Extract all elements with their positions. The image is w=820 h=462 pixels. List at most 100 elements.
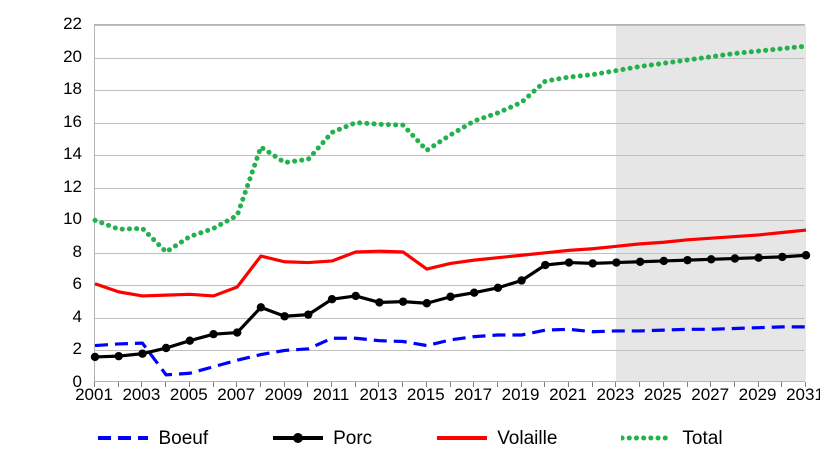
gridline: [95, 155, 804, 156]
legend-item-porc[interactable]: Porc: [272, 429, 372, 448]
series-marker-porc: [161, 343, 171, 353]
x-tick-label: 2007: [217, 385, 256, 404]
legend-item-total[interactable]: Total: [621, 427, 723, 449]
series-marker-porc: [754, 253, 763, 262]
x-tick-mark: [165, 382, 166, 387]
series-marker-porc: [635, 257, 645, 266]
x-tick-mark: [568, 382, 569, 387]
y-tick-label: 16: [63, 112, 82, 131]
x-tick-mark: [141, 382, 142, 387]
gridline: [95, 253, 804, 254]
series-marker-porc: [327, 295, 337, 304]
legend-swatch-volaille: [437, 436, 488, 440]
x-tick-mark: [331, 382, 332, 387]
x-tick-label: 2003: [122, 385, 161, 404]
x-tick-mark: [521, 382, 522, 387]
gridline: [95, 25, 804, 26]
series-marker-porc: [564, 258, 574, 267]
x-tick-mark: [497, 382, 498, 387]
x-axis-tick-labels: 2001 2003 2005 2007 2009 2011 2013 2015 2017 2019…: [0, 386, 820, 410]
legend-swatch-boeuf: [98, 436, 149, 440]
x-tick-mark: [544, 382, 545, 387]
forecast-shaded-region: [616, 25, 806, 381]
x-tick-mark: [615, 382, 616, 387]
legend-label: Porc: [333, 427, 373, 449]
gridline: [95, 350, 804, 351]
x-tick-label: 2005: [169, 385, 208, 404]
x-tick-label: 2023: [596, 385, 635, 404]
series-marker-porc: [422, 299, 431, 308]
series-marker-porc: [778, 252, 787, 262]
y-axis-tick-labels: 0 2 4 6 8 10 12 14 16 18 20 22: [0, 15, 90, 390]
y-tick-label: 18: [63, 79, 82, 98]
series-marker-porc: [541, 260, 550, 270]
y-tick-label: 12: [63, 177, 82, 196]
x-tick-label: 2017: [454, 385, 493, 404]
x-tick-label: 2031: [786, 385, 820, 404]
legend-swatch-porc: [273, 433, 324, 443]
legend-swatch-total: [621, 435, 674, 441]
chart-legend: Boeuf Porc Volaille Total: [0, 418, 820, 458]
x-tick-mark: [307, 382, 308, 387]
series-marker-porc: [612, 258, 621, 267]
series-marker-porc: [138, 349, 147, 358]
x-tick-label: 2029: [738, 385, 777, 404]
x-tick-label: 2027: [691, 385, 730, 404]
series-marker-porc: [446, 292, 455, 301]
x-tick-mark: [284, 382, 285, 387]
x-tick-mark: [687, 382, 688, 387]
x-tick-mark: [355, 382, 356, 387]
x-tick-mark: [663, 382, 664, 387]
x-tick-mark: [639, 382, 640, 387]
y-tick-label: 8: [72, 242, 82, 261]
series-marker-porc: [801, 251, 811, 260]
legend-item-boeuf[interactable]: Boeuf: [97, 429, 208, 448]
plot-area: [90, 24, 811, 382]
x-tick-mark: [450, 382, 451, 387]
gridline: [95, 318, 804, 319]
x-tick-label: 2013: [359, 385, 398, 404]
legend-label: Boeuf: [158, 427, 209, 449]
series-marker-porc: [114, 351, 123, 361]
x-tick-mark: [94, 382, 95, 387]
series-marker-porc: [351, 291, 360, 301]
legend-label: Volaille: [497, 427, 558, 449]
x-tick-mark: [805, 382, 806, 387]
series-marker-porc: [209, 329, 218, 339]
gridline: [95, 285, 804, 286]
x-tick-label: 2001: [75, 385, 113, 404]
x-tick-mark: [213, 382, 214, 387]
x-tick-label: 2021: [549, 385, 587, 404]
data-series-layer: [90, 43, 811, 377]
y-tick-label: 22: [63, 14, 82, 33]
y-tick-label: 20: [63, 47, 82, 66]
series-marker-porc: [304, 310, 313, 319]
series-marker-porc: [233, 328, 242, 337]
legend-item-volaille[interactable]: Volaille: [436, 429, 557, 448]
x-tick-mark: [758, 382, 759, 387]
gridline: [95, 220, 804, 221]
series-marker-porc: [659, 256, 668, 266]
series-line-total: [92, 43, 809, 255]
series-marker-porc: [470, 288, 479, 297]
x-tick-mark: [473, 382, 474, 387]
x-tick-mark: [592, 382, 593, 387]
gridline: [95, 188, 804, 189]
series-marker-porc: [517, 276, 526, 285]
series-marker-porc: [683, 255, 692, 265]
series-marker-porc: [185, 336, 194, 345]
series-marker-porc: [730, 254, 740, 263]
legend-label: Total: [682, 427, 723, 449]
series-line-porc: [94, 253, 807, 359]
y-tick-label: 2: [72, 339, 82, 358]
y-tick-label: 14: [63, 144, 82, 163]
x-tick-mark: [710, 382, 711, 387]
y-tick-label: 6: [72, 274, 82, 293]
series-line-volaille: [94, 228, 807, 298]
series-marker-porc: [256, 303, 266, 312]
x-tick-mark: [426, 382, 427, 387]
x-tick-mark: [402, 382, 403, 387]
x-tick-mark: [734, 382, 735, 387]
x-tick-mark: [118, 382, 119, 387]
